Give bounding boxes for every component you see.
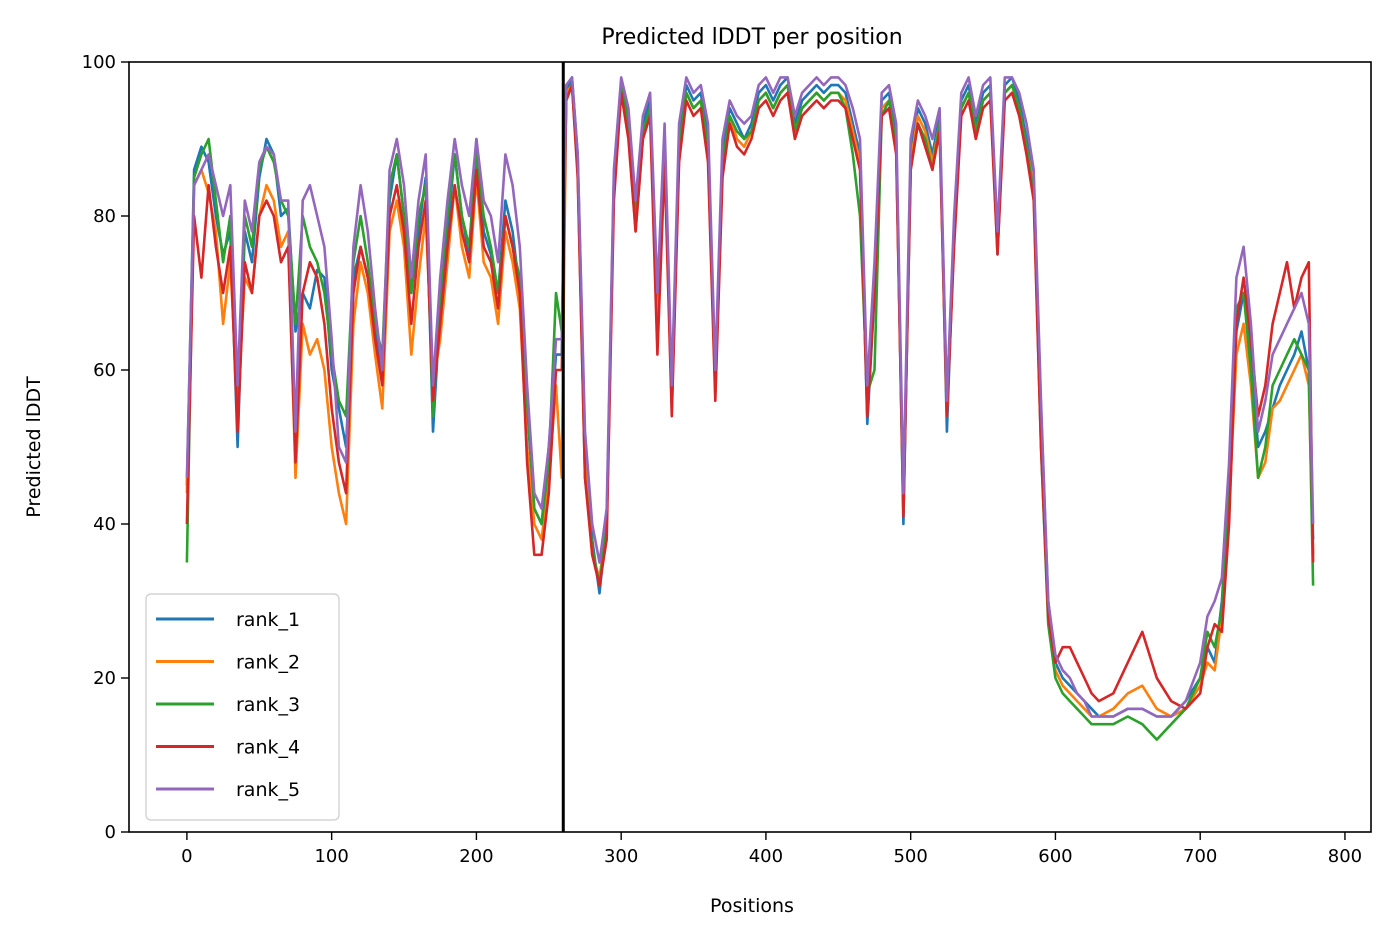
series-layer — [185, 76, 1315, 741]
legend-label-rank_1: rank_1 — [236, 609, 300, 631]
x-axis-label: Positions — [710, 895, 794, 917]
legend-label-rank_2: rank_2 — [236, 652, 300, 674]
x-tick-label: 700 — [1183, 846, 1217, 867]
y-tick-label: 100 — [82, 52, 116, 73]
series-line-rank_1 — [185, 76, 1315, 718]
x-tick-label: 0 — [181, 846, 192, 867]
series-line-rank_5 — [185, 76, 1315, 718]
legend: rank_1 rank_2 rank_3 rank_4 rank_5 — [145, 593, 340, 821]
x-tick-label: 300 — [604, 846, 638, 867]
x-tick-label: 800 — [1328, 846, 1362, 867]
y-tick-label: 20 — [93, 668, 116, 689]
x-axis-ticks: 0 100 200 300 400 500 600 700 800 — [181, 832, 1362, 867]
y-axis-label: Predicted lDDT — [23, 376, 45, 518]
y-axis-ticks: 0 20 40 60 80 100 — [82, 52, 129, 843]
legend-label-rank_4: rank_4 — [236, 737, 300, 759]
y-tick-label: 40 — [93, 514, 116, 535]
plot-frame — [128, 61, 1372, 833]
legend-label-rank_3: rank_3 — [236, 694, 300, 716]
y-tick-label: 0 — [105, 822, 116, 843]
y-tick-label: 60 — [93, 360, 116, 381]
x-tick-label: 400 — [749, 846, 783, 867]
chart-title: Predicted lDDT per position — [601, 25, 902, 50]
series-line-rank_4 — [185, 83, 1315, 711]
legend-box — [145, 593, 340, 821]
x-tick-label: 100 — [314, 846, 348, 867]
x-tick-label: 500 — [893, 846, 927, 867]
series-line-rank_2 — [185, 83, 1315, 718]
legend-label-rank_5: rank_5 — [236, 779, 300, 801]
x-tick-label: 600 — [1038, 846, 1072, 867]
x-tick-label: 200 — [459, 846, 493, 867]
y-tick-label: 80 — [93, 206, 116, 227]
